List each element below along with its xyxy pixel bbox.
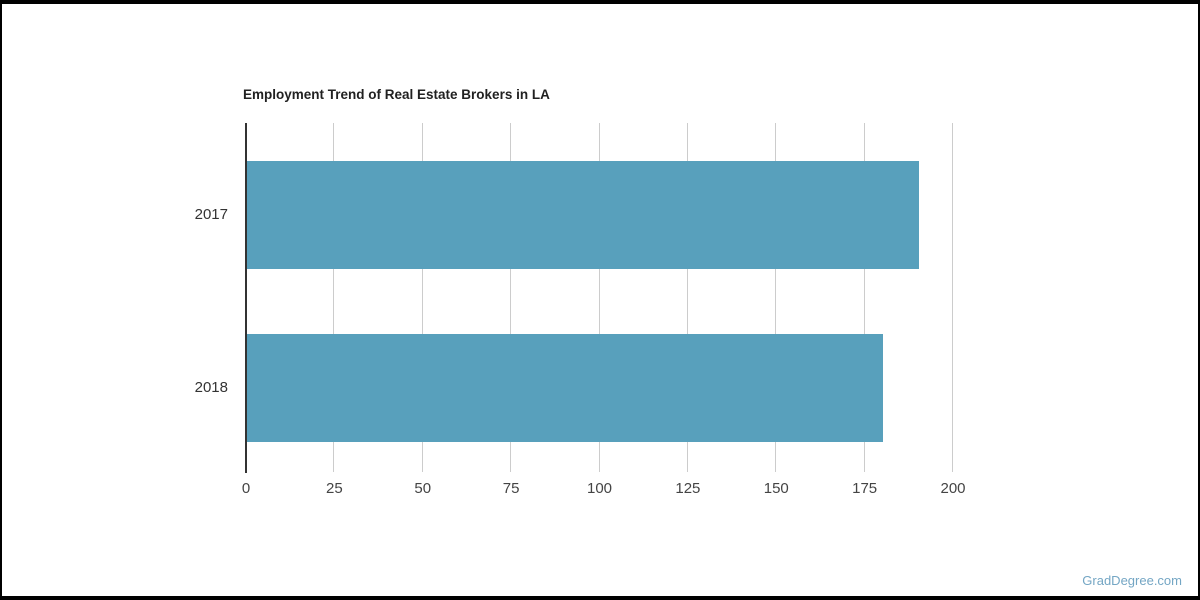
x-tick-label: 0 (241, 480, 251, 497)
gridline (686, 123, 688, 472)
gridline (421, 123, 423, 472)
watermark-link[interactable]: GradDegree.com (1082, 573, 1182, 588)
x-tick-label: 50 (414, 480, 432, 497)
y-axis-labels: 2017 2018 (2, 123, 228, 463)
gridline (775, 123, 777, 472)
gridline (333, 123, 335, 472)
x-axis-labels: 0 25 50 75 100 125 150 175 200 (241, 479, 1017, 499)
x-tick-label: 125 (675, 480, 701, 497)
chart-title: Employment Trend of Real Estate Brokers … (243, 87, 550, 102)
y-category-label: 2018 (194, 379, 228, 396)
plot-area (245, 123, 1017, 473)
y-axis-line (245, 123, 247, 473)
gridline (863, 123, 865, 472)
gridline (598, 123, 600, 472)
x-tick-label: 25 (326, 480, 343, 497)
x-tick-label: 175 (852, 480, 878, 497)
bar-2018[interactable] (247, 334, 884, 442)
x-tick-label: 100 (586, 480, 613, 497)
x-tick-label: 200 (940, 480, 966, 497)
gridline (952, 123, 953, 472)
x-tick-label: 75 (502, 480, 520, 497)
gridline (510, 123, 512, 472)
y-category-label: 2017 (194, 206, 228, 223)
x-tick-label: 150 (763, 480, 789, 497)
bar-2017[interactable] (247, 161, 919, 269)
